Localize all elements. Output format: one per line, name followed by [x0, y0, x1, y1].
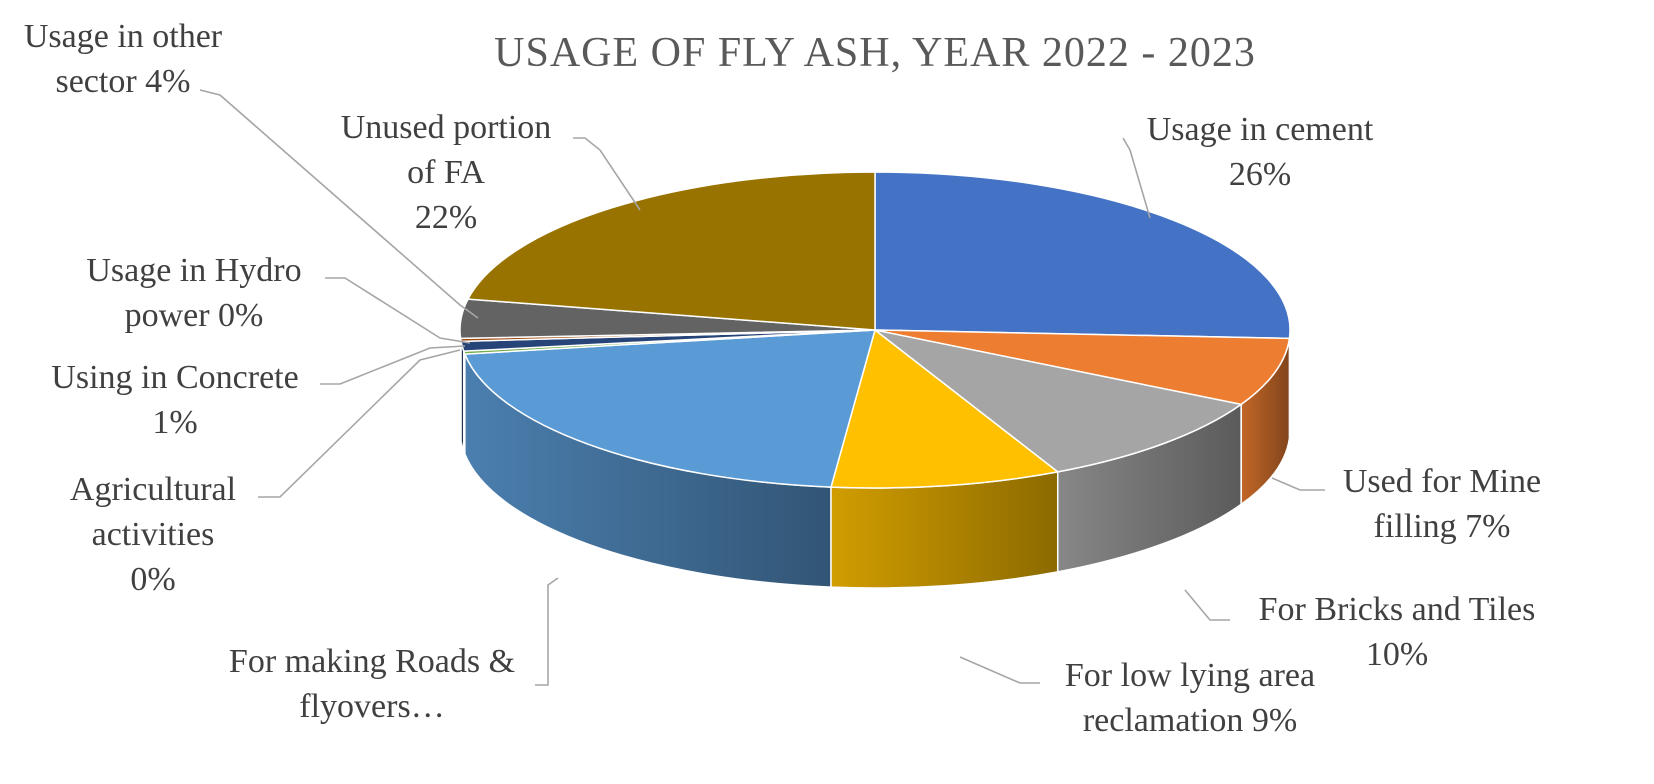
- data-label-line: Used for Mine: [1343, 463, 1541, 500]
- data-label-line: For low lying area: [1065, 657, 1315, 694]
- data-label-line: Usage in cement: [1147, 111, 1374, 148]
- leader-line-hydro: [325, 277, 471, 344]
- leader-line-other: [199, 89, 479, 319]
- data-label-lowlying: For low lying area reclamation 9%: [1065, 657, 1315, 739]
- data-label-cement: Usage in cement 26%: [1147, 111, 1374, 193]
- data-label-line: 1%: [152, 404, 197, 441]
- pie-slice-roads: [463, 329, 877, 488]
- data-label-line: For Bricks and Tiles: [1259, 591, 1536, 628]
- data-label-line: filling 7%: [1374, 508, 1511, 545]
- data-label-line: sector 4%: [55, 63, 190, 100]
- pie-slice-unused: [466, 171, 876, 331]
- data-label-roads: For making Roads & flyovers…: [229, 643, 515, 725]
- chart-title: USAGE OF FLY ASH, YEAR 2022 - 2023: [494, 30, 1256, 76]
- data-label-mine: Used for Mine filling 7%: [1343, 463, 1541, 545]
- data-label-agri: Agricultural activities 0%: [70, 471, 236, 598]
- pie-slice-bricks: [874, 329, 1243, 473]
- pie-slice-mine: [874, 329, 1291, 406]
- leader-line-unused: [573, 137, 641, 211]
- data-label-bricks: For Bricks and Tiles 10%: [1259, 591, 1536, 673]
- leader-line-lowlying: [959, 656, 1040, 684]
- data-label-line: flyovers…: [299, 688, 444, 725]
- pie-sides: [459, 329, 1291, 589]
- data-label-line: For making Roads &: [229, 643, 515, 680]
- data-label-line: 0%: [130, 561, 175, 598]
- data-label-line: Unused portion: [341, 109, 552, 146]
- leader-line-bricks: [1184, 589, 1230, 621]
- data-label-line: 26%: [1229, 156, 1291, 193]
- data-label-hydro: Usage in Hydro power 0%: [86, 252, 301, 334]
- leader-line-concrete: [320, 345, 466, 385]
- pie-slice-cement: [874, 171, 1291, 340]
- pie-slice-lowlying: [830, 328, 1060, 489]
- data-label-line: 10%: [1366, 636, 1428, 673]
- data-label-line: Using in Concrete: [51, 359, 298, 396]
- data-label-other: Usage in other sector 4%: [24, 18, 223, 100]
- data-label-line: of FA: [407, 154, 485, 191]
- data-label-unused: Unused portion of FA 22%: [341, 109, 552, 236]
- leader-line-mine: [1271, 477, 1325, 491]
- data-label-line: Usage in other: [24, 18, 223, 55]
- pie-slices: [459, 171, 1291, 489]
- data-label-line: 22%: [415, 199, 477, 236]
- data-label-line: Usage in Hydro: [86, 252, 301, 289]
- leader-line-roads: [535, 577, 559, 686]
- leader-lines: [199, 89, 1325, 686]
- data-labels: Usage in cement 26% Used for Mine filling 7…: [24, 18, 1541, 739]
- pie-side-lowlying: [830, 470, 1059, 589]
- data-label-line: power 0%: [125, 297, 264, 334]
- leader-line-cement: [1122, 137, 1151, 219]
- data-label-line: activities: [92, 516, 215, 553]
- data-label-line: Agricultural: [70, 471, 236, 508]
- data-label-concrete: Using in Concrete 1%: [51, 359, 298, 441]
- data-label-line: reclamation 9%: [1083, 702, 1297, 739]
- leader-line-agri: [258, 349, 461, 498]
